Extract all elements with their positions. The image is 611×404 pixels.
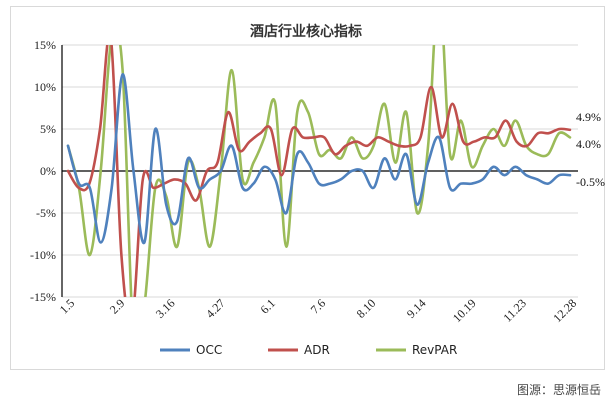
x-tick-label: 9.14 [404, 296, 429, 321]
plot-area [66, 45, 572, 297]
y-tick-label: -5% [36, 206, 56, 220]
end-label-occ: -0.5% [576, 175, 605, 189]
legend-label-adr: ADR [304, 343, 330, 357]
y-tick-label: 10% [34, 80, 56, 94]
legend-label-revpar: RevPAR [412, 343, 457, 357]
series-line-revpar [66, 45, 572, 297]
chart-title: 酒店行业核心指标 [250, 23, 362, 40]
x-tick-label: 10.19 [450, 296, 479, 325]
x-tick-label: 8.10 [354, 296, 379, 321]
end-label-revpar: 4.0% [576, 137, 601, 151]
y-tick-label: -10% [30, 248, 56, 262]
y-tick-label: 15% [34, 38, 56, 52]
x-tick-label: 6.1 [257, 296, 278, 317]
y-tick-label: -15% [30, 290, 56, 304]
source-note: 图源：思源恒岳 [516, 383, 601, 397]
x-tick-label: 11.23 [500, 296, 529, 325]
series-line-adr [66, 45, 572, 297]
end-label-adr: 4.9% [576, 110, 601, 124]
y-tick-label: 5% [40, 122, 56, 136]
x-tick-label: 3.16 [153, 296, 178, 321]
x-tick-label: 4.27 [203, 296, 228, 321]
y-tick-label: 0% [40, 164, 56, 178]
x-tick-label: 12.28 [550, 296, 579, 325]
x-tick-label: 2.9 [107, 296, 128, 317]
series-line-occ [66, 73, 572, 245]
legend-label-occ: OCC [196, 343, 222, 357]
x-tick-label: 7.6 [308, 296, 329, 317]
x-tick-label: 1.5 [57, 296, 78, 317]
